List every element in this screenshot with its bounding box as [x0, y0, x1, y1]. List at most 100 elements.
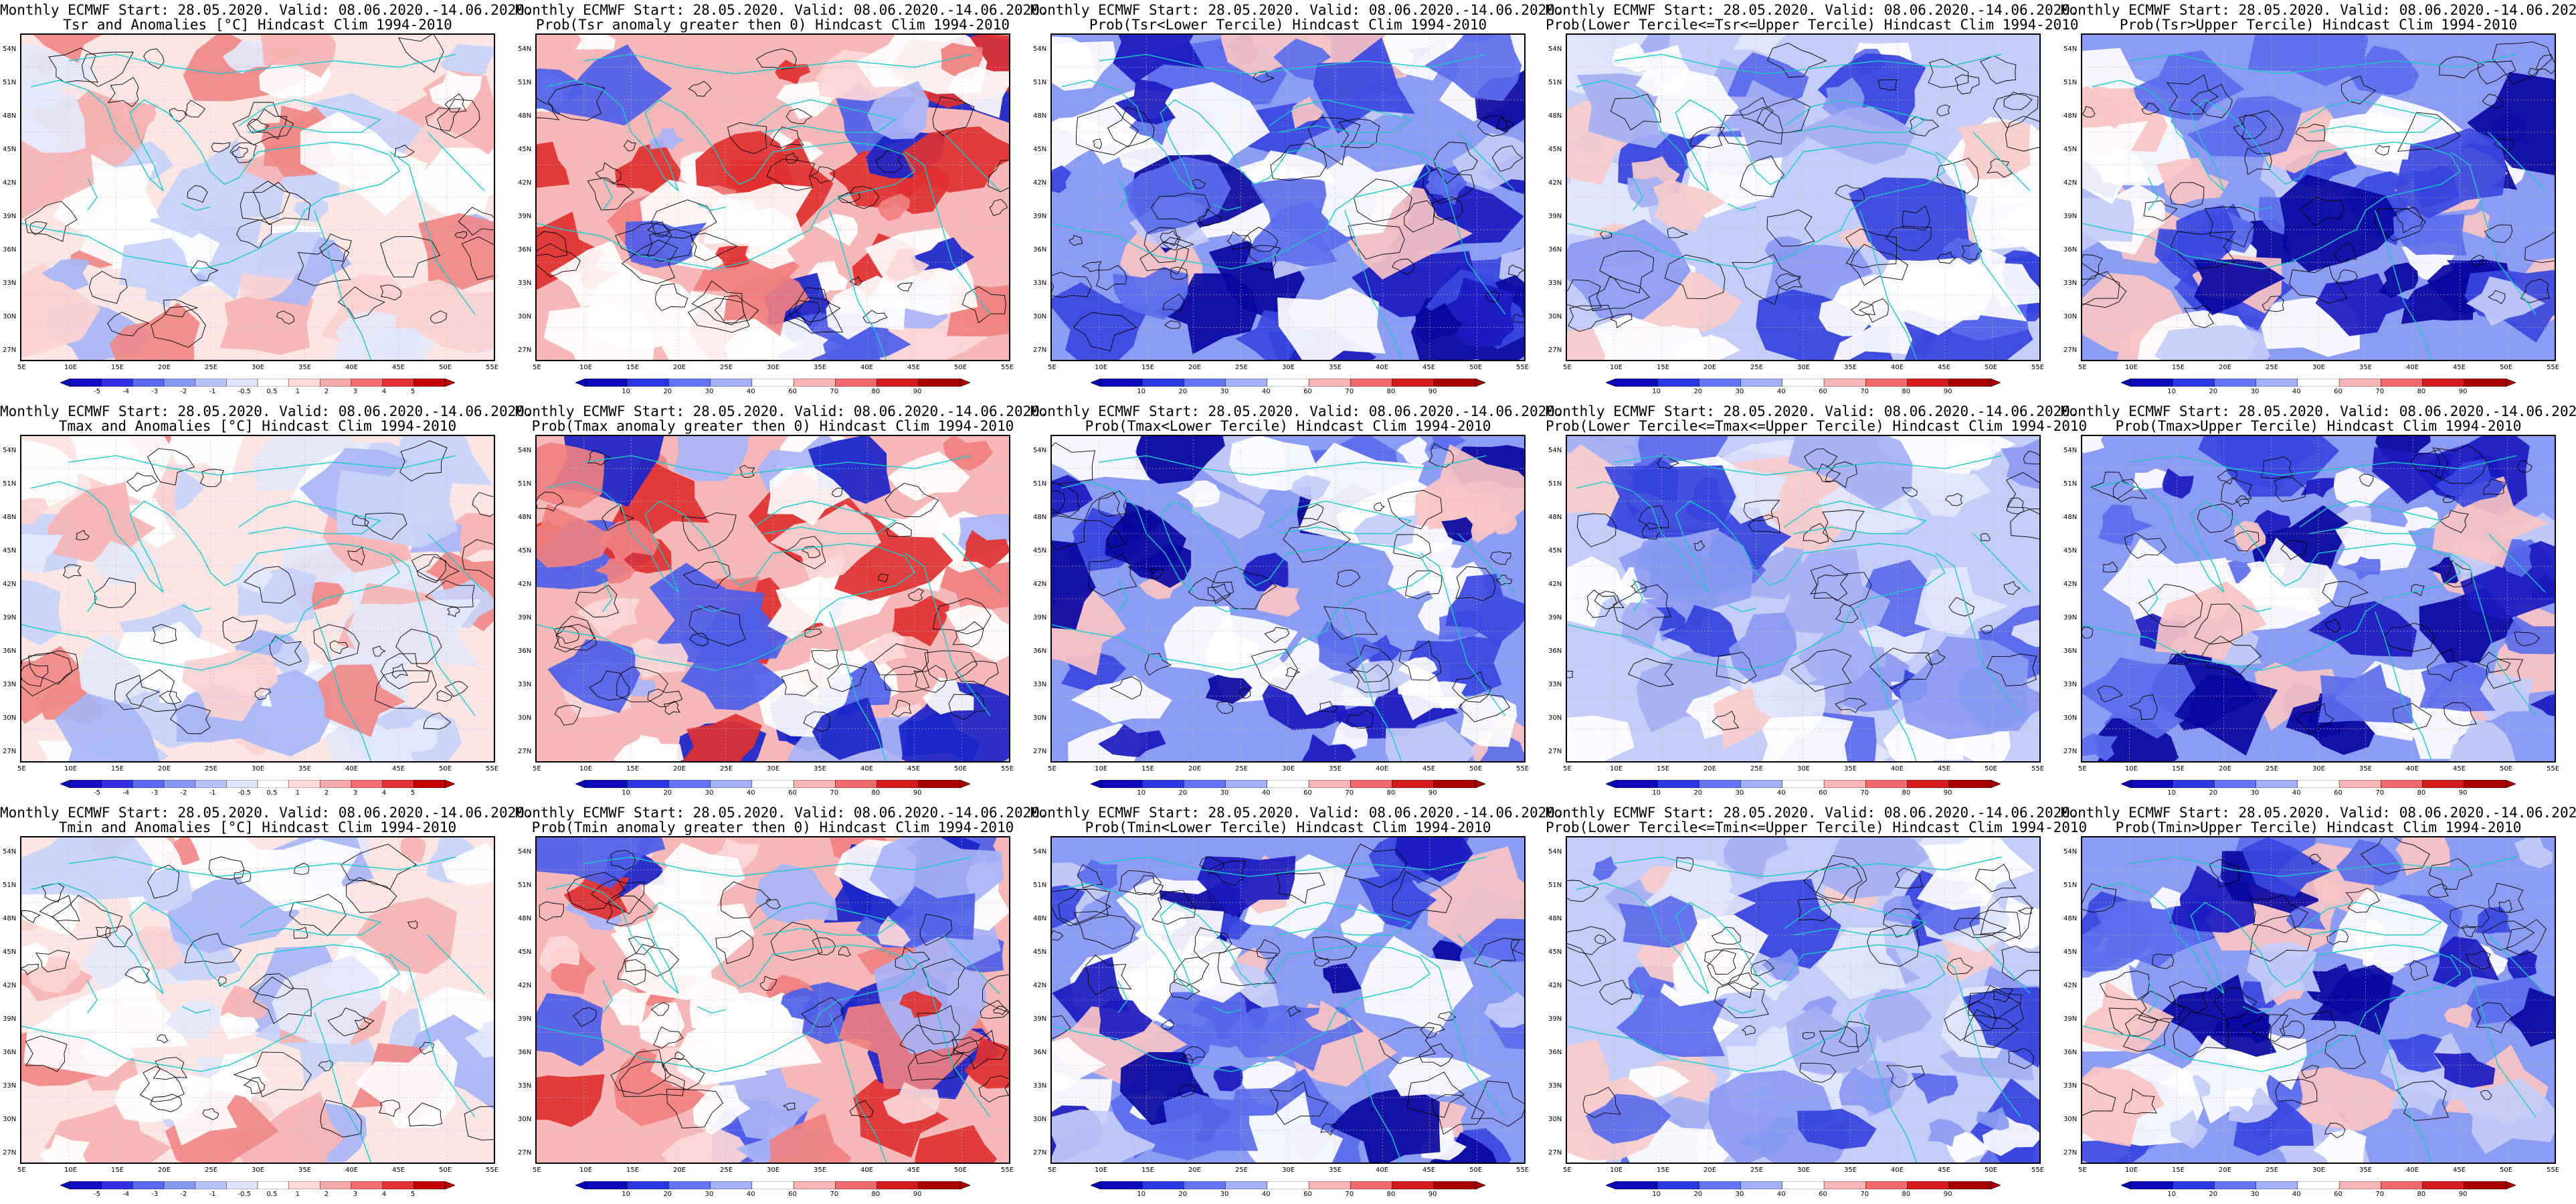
- contour-line: [423, 712, 452, 730]
- contour-line: [2480, 1090, 2492, 1100]
- contour-line: [539, 901, 564, 921]
- colorbar-swatch: [288, 1181, 320, 1189]
- forecast-panel: Monthly ECMWF Start: 28.05.2020. Valid: …: [1546, 401, 2088, 803]
- contour-line: [1980, 56, 2017, 84]
- shaded-region: [2082, 906, 2152, 973]
- shaded-region: [887, 451, 971, 502]
- contour-line: [233, 1051, 312, 1098]
- contour-line: [1164, 320, 1181, 329]
- panel-title: Monthly ECMWF Start: 28.05.2020. Valid: …: [1546, 403, 2079, 419]
- contour-line: [2426, 648, 2468, 682]
- shaded-region: [1396, 436, 1429, 466]
- longitude-label: 55E: [1516, 1167, 1530, 1174]
- latitude-label: 48N: [1033, 915, 1047, 922]
- map-svg: [537, 837, 1009, 1163]
- panel-subtitle: Prob(Lower Tercile<=Tmax<=Upper Tercile)…: [1546, 418, 2088, 434]
- contour-line: [1320, 1123, 1336, 1136]
- contour-line: [1610, 94, 1661, 130]
- latitude-label: 48N: [2063, 514, 2078, 521]
- longitude-label: 35E: [814, 364, 827, 371]
- contour-line: [624, 944, 680, 977]
- colorbar-label: 40: [2292, 1191, 2301, 1198]
- coastline: [1212, 1006, 1241, 1014]
- contour-line: [1081, 261, 1102, 272]
- shaded-region: [300, 111, 428, 216]
- contour-line: [126, 669, 177, 712]
- latitude-label: 39N: [1548, 213, 1562, 220]
- colorbar-label: 90: [1943, 388, 1952, 395]
- coastline: [2242, 203, 2272, 211]
- contour-line: [617, 959, 646, 986]
- colorbar-swatch: [627, 1181, 669, 1189]
- colorbar-label: -0.5: [238, 789, 251, 797]
- contour-line: [537, 231, 568, 258]
- shaded-region: [781, 987, 820, 1020]
- colorbar-swatch: [668, 379, 711, 387]
- longitude-label: 25E: [2266, 364, 2279, 371]
- colorbar-swatch: [1433, 379, 1476, 387]
- shaded-region: [2187, 96, 2302, 158]
- latitude-label: 27N: [1033, 1149, 1047, 1157]
- latitude-label: 51N: [1033, 882, 1047, 889]
- contour-line: [2003, 581, 2021, 595]
- longitude-label: 40E: [1891, 1167, 1904, 1174]
- contour-line: [1766, 43, 1827, 78]
- coastline: [1117, 579, 1128, 612]
- coastline: [697, 1006, 726, 1014]
- contour-line: [1276, 872, 1325, 904]
- panel-subtitle: Prob(Tmin<Lower Tercile) Hindcast Clim 1…: [1085, 819, 1491, 835]
- contour-line: [39, 895, 80, 922]
- contour-line: [2336, 269, 2359, 285]
- latitude-label: 33N: [518, 681, 532, 688]
- latitude-label: 51N: [3, 480, 17, 488]
- contour-line: [623, 140, 636, 151]
- latitude-label: 30N: [1548, 1116, 1562, 1123]
- shaded-region: [33, 35, 102, 63]
- latitude-label: 39N: [3, 614, 17, 621]
- coastline: [1052, 481, 1431, 671]
- colorbar: [60, 379, 455, 387]
- colorbar-swatch: [163, 780, 195, 788]
- latitude-label: 48N: [518, 112, 532, 120]
- shaded-region: [1946, 1130, 1988, 1163]
- forecast-panel: Monthly ECMWF Start: 28.05.2020. Valid: …: [0, 0, 533, 401]
- contour-line: [2169, 650, 2191, 665]
- colorbar-label: 80: [1386, 789, 1396, 797]
- latitude-label: 54N: [518, 848, 532, 856]
- colorbar-label: 5: [410, 388, 416, 395]
- forecast-panel: Monthly ECMWF Start: 28.05.2020. Valid: …: [2061, 401, 2576, 803]
- longitude-label: 45E: [907, 364, 921, 371]
- colorbar-arrow: [1475, 379, 1485, 387]
- contour-line: [1338, 118, 1380, 148]
- contour-line: [2524, 231, 2555, 263]
- colorbar-label: 20: [2209, 1191, 2218, 1198]
- contour-line: [411, 554, 446, 583]
- contour-line: [2261, 456, 2294, 479]
- contour-line: [1750, 959, 1774, 977]
- contour-line: [2197, 503, 2233, 533]
- contour-line: [897, 282, 913, 292]
- longitude-label: 30E: [252, 1167, 265, 1174]
- contour-line: [1458, 694, 1511, 722]
- contour-line: [2209, 859, 2240, 888]
- shaded-region: [537, 993, 605, 1067]
- colorbar-swatch: [1142, 1181, 1184, 1189]
- latitude-label: 51N: [1548, 882, 1562, 889]
- shaded-region: [717, 1064, 822, 1142]
- shaded-region: [1317, 621, 1383, 674]
- longitude-label: 15E: [1657, 364, 1670, 371]
- shaded-region: [2433, 1052, 2496, 1088]
- panel-title: Monthly ECMWF Start: 28.05.2020. Valid: …: [2061, 403, 2576, 419]
- contour-line: [1346, 644, 1394, 683]
- contour-line: [2299, 197, 2344, 227]
- colorbar-arrow: [2121, 780, 2132, 788]
- longitude-label: 30E: [1282, 364, 1295, 371]
- shaded-region: [826, 275, 905, 340]
- shaded-region: [1385, 721, 1477, 761]
- panel-subtitle: Prob(Tmin anomaly greater then 0) Hindca…: [531, 819, 1014, 835]
- longitude-label: 40E: [345, 765, 359, 773]
- shaded-region: [1708, 1070, 1836, 1163]
- longitude-label: 30E: [767, 765, 780, 773]
- longitude-label: 55E: [2031, 765, 2045, 773]
- colorbar-swatch: [382, 379, 414, 387]
